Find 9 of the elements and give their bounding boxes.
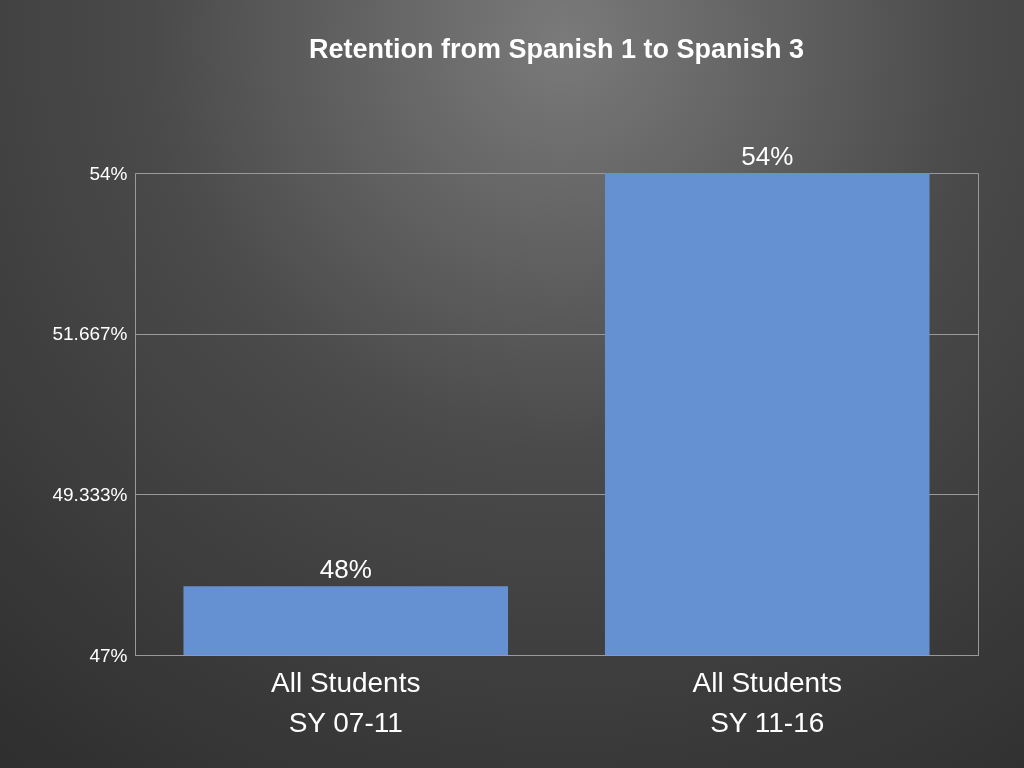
- chart-title: Retention from Spanish 1 to Spanish 3: [308, 34, 805, 64]
- y-tick-label: 47%: [89, 644, 128, 666]
- x-tick-label: All Students SY 07-11: [271, 666, 421, 738]
- data-label: 48%: [319, 554, 372, 585]
- y-tick-label: 51.667%: [52, 323, 128, 345]
- y-tick-label: 49.333%: [52, 483, 128, 505]
- x-tick-label: All Students SY 11-16: [692, 666, 842, 738]
- y-tick-label: 54%: [89, 162, 128, 184]
- data-label: 54%: [741, 141, 794, 171]
